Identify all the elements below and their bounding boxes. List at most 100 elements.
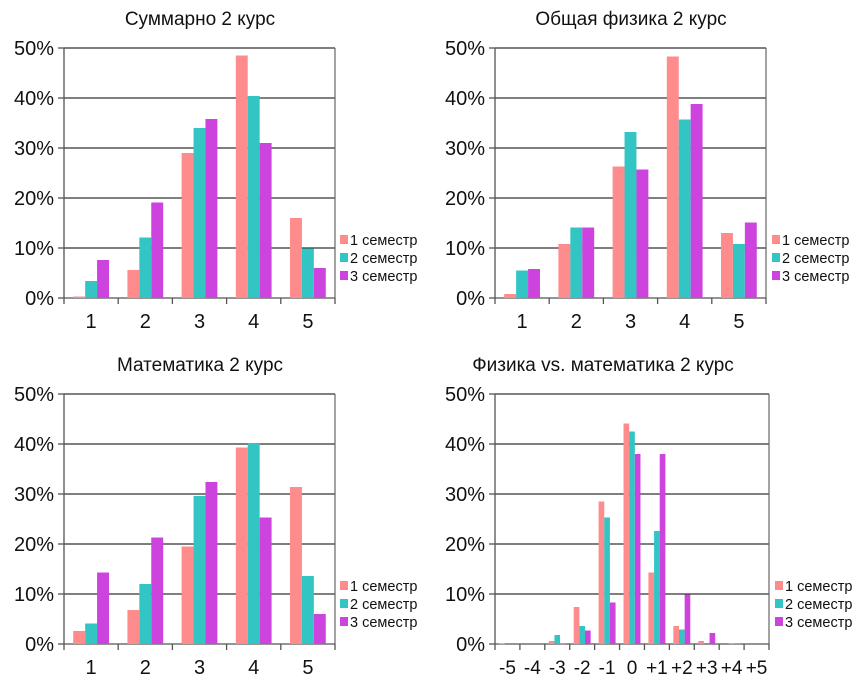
bar-physics-s3-4 [690, 104, 703, 298]
legend-swatch [775, 581, 783, 590]
chart-math: Математика 2 курс 0% 10% 20% 30% 40% 50% 1 2 3 4 5 1… [14, 355, 417, 679]
y-tick-label: 20% [445, 188, 485, 210]
legend-label: 3 семестр [782, 269, 849, 285]
chart-summary: Суммарно 2 курс 0% 10% 20% 30% 40% 50% 1 2 3 4 5 1 с… [14, 9, 417, 333]
y-tick-label: 40% [445, 434, 485, 456]
legend-label: 3 семестр [350, 615, 417, 631]
x-tick-label: -3 [549, 658, 566, 679]
bar-diff-s1-+1 [648, 572, 655, 644]
x-tick-label: +4 [721, 658, 743, 679]
bar-summary-s2-2 [139, 237, 152, 298]
bar-diff-s1-+3 [698, 641, 704, 644]
bar-summary-s2-4 [247, 96, 260, 298]
bar-math-s3-1 [97, 572, 109, 644]
legend: 1 семестр 2 семестр 3 семестр [340, 233, 417, 285]
x-tick-label: -2 [574, 658, 591, 679]
x-tick-label: 5 [302, 311, 313, 333]
legend-swatch [775, 617, 783, 626]
legend-label: 2 семестр [350, 597, 417, 613]
bar-diff-s1-0 [623, 423, 630, 644]
y-tick-label: 40% [14, 434, 54, 456]
y-tick-label: 0% [456, 288, 485, 310]
legend-swatch [775, 599, 783, 608]
bar-physics-s3-1 [528, 269, 540, 298]
x-tick-label: -1 [599, 658, 616, 679]
y-tick-label: 0% [25, 288, 54, 310]
legend: 1 семестр 2 семестр 3 семестр [775, 579, 852, 631]
bar-summary-s3-2 [151, 202, 164, 298]
chart-diff: Физика vs. математика 2 курс 0% 10% 20% 30% 4… [445, 355, 852, 679]
legend-label: 2 семестр [782, 251, 849, 267]
bar-physics-s3-2 [582, 227, 595, 298]
bar-physics-s3-5 [744, 222, 757, 298]
chart-title: Общая физика 2 курс [535, 9, 726, 30]
x-tick-label: -5 [499, 658, 516, 679]
y-tick-label: 50% [14, 384, 54, 406]
y-tick-label: 20% [14, 534, 54, 556]
bar-diff-s3-0 [634, 454, 641, 644]
y-tick-label: 50% [445, 38, 485, 60]
bar-physics-s1-2 [558, 244, 571, 298]
x-tick-label: 4 [679, 311, 690, 333]
y-tick-label: 10% [445, 584, 485, 606]
legend-swatch [340, 253, 348, 262]
y-tick-label: 30% [14, 138, 54, 160]
y-tick-label: 40% [14, 88, 54, 110]
x-tick-label: +2 [671, 658, 693, 679]
bar-diff-s3--3 [560, 643, 566, 645]
legend-label: 3 семестр [785, 615, 852, 631]
legend-swatch [772, 253, 780, 262]
y-tick-label: 0% [456, 634, 485, 656]
bar-physics-s2-1 [516, 270, 529, 298]
bar-diff-s1-+2 [673, 626, 679, 644]
bar-diff-s2-0 [629, 431, 635, 644]
chart-title: Суммарно 2 курс [125, 9, 275, 30]
bar-math-s2-5 [301, 576, 314, 644]
y-tick-label: 20% [445, 534, 485, 556]
bar-diff-s1--1 [598, 501, 605, 644]
legend-label: 1 семестр [785, 579, 852, 595]
bar-math-s1-1 [73, 631, 86, 644]
legend-swatch [340, 617, 348, 626]
bar-diff-s3--1 [609, 602, 616, 644]
bar-math-s3-3 [205, 482, 218, 644]
bar-math-s3-2 [151, 537, 164, 644]
x-tick-label: +5 [746, 658, 768, 679]
bar-math-s2-3 [193, 496, 206, 644]
y-tick-label: 20% [14, 188, 54, 210]
bar-diff-s2-+1 [654, 531, 660, 644]
bar-physics-s2-5 [732, 244, 745, 298]
bar-summary-s1-3 [181, 153, 194, 298]
bar-math-s3-5 [313, 614, 326, 644]
legend-label: 1 семестр [350, 233, 417, 249]
x-tick-label: 0 [627, 658, 638, 679]
bar-math-s1-2 [127, 610, 140, 644]
bar-physics-s1-5 [721, 233, 733, 298]
legend-swatch [340, 271, 348, 280]
bar-summary-s2-1 [85, 281, 98, 298]
legend-label: 1 семестр [350, 579, 417, 595]
bar-math-s1-3 [181, 546, 194, 644]
bar-diff-s2--1 [604, 517, 610, 644]
bar-physics-s2-4 [678, 119, 691, 298]
x-tick-label: 5 [302, 657, 313, 679]
y-tick-label: 30% [445, 484, 485, 506]
x-tick-label: 2 [140, 657, 151, 679]
y-tick-label: 0% [25, 634, 54, 656]
bar-physics-s3-3 [636, 169, 649, 298]
bar-diff-s2--2 [579, 626, 586, 644]
bar-math-s2-4 [247, 443, 260, 644]
bar-diff-s1--3 [548, 641, 555, 644]
y-tick-label: 30% [14, 484, 54, 506]
bar-math-s3-4 [259, 517, 272, 644]
bar-diff-s3-+3 [709, 633, 716, 644]
bar-summary-s2-5 [301, 248, 314, 298]
bar-physics-s2-2 [570, 227, 583, 298]
bar-physics-s1-4 [666, 56, 679, 298]
legend-swatch [772, 235, 780, 244]
bar-diff-s2-+4 [728, 643, 735, 645]
legend-swatch [340, 599, 348, 608]
chart-title: Математика 2 курс [117, 355, 283, 376]
x-tick-label: +1 [646, 658, 668, 679]
